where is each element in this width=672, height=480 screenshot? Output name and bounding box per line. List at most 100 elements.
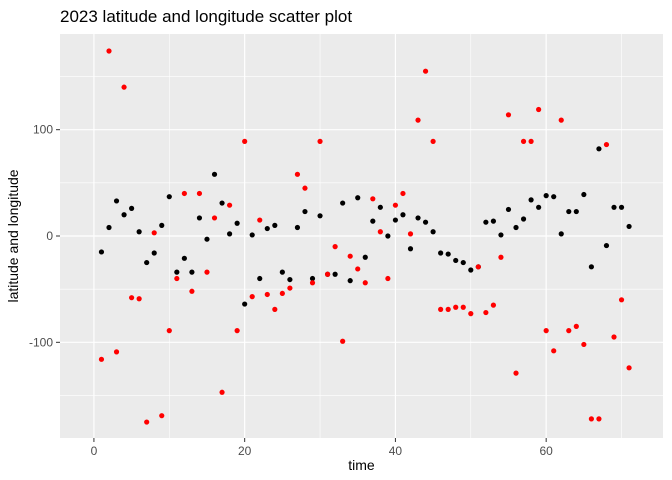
- red-data-point: [106, 48, 112, 54]
- black-data-point: [355, 195, 361, 201]
- black-data-point: [558, 231, 564, 237]
- red-data-point: [166, 328, 172, 334]
- black-data-point: [581, 191, 587, 198]
- x-axis-ticks: 0 20 40 60: [91, 438, 553, 458]
- red-data-point: [234, 328, 240, 334]
- red-data-point: [528, 138, 534, 144]
- black-data-point: [415, 215, 421, 221]
- red-data-point: [596, 416, 602, 422]
- black-data-point: [626, 223, 632, 230]
- red-data-point: [219, 389, 225, 395]
- red-data-point: [279, 290, 285, 297]
- black-data-point: [347, 278, 353, 284]
- red-data-point: [407, 231, 414, 237]
- black-data-point: [159, 222, 165, 228]
- red-data-point: [513, 370, 519, 376]
- red-data-point: [445, 306, 451, 312]
- red-data-point: [603, 141, 610, 148]
- red-data-point: [520, 138, 527, 144]
- black-data-point: [385, 233, 391, 239]
- red-data-point: [242, 138, 248, 144]
- red-data-point: [151, 230, 157, 236]
- red-data-point: [377, 229, 383, 235]
- black-data-point: [603, 242, 610, 249]
- black-data-point: [234, 220, 240, 226]
- black-data-point: [264, 225, 270, 232]
- black-data-point: [528, 197, 534, 203]
- black-data-point: [468, 267, 474, 273]
- black-data-point: [460, 259, 466, 266]
- black-data-point: [257, 275, 263, 282]
- x-tick-label: 40: [389, 444, 403, 458]
- red-data-point: [558, 117, 564, 123]
- black-data-point: [211, 171, 218, 177]
- black-data-point: [332, 271, 338, 277]
- black-data-point: [309, 275, 316, 282]
- black-data-point: [596, 146, 602, 152]
- red-data-point: [611, 334, 617, 340]
- black-data-point: [106, 224, 112, 231]
- red-data-point: [309, 280, 316, 286]
- black-data-point: [113, 198, 120, 204]
- red-data-point: [196, 190, 203, 197]
- red-data-point: [581, 341, 587, 348]
- red-data-point: [385, 275, 391, 282]
- black-data-point: [204, 236, 210, 242]
- black-data-point: [377, 204, 383, 210]
- black-data-point: [98, 249, 105, 255]
- black-data-point: [317, 213, 323, 219]
- black-data-point: [242, 301, 248, 307]
- black-data-point: [520, 216, 527, 222]
- major-gridlines: [60, 34, 663, 438]
- red-data-point: [174, 275, 180, 282]
- red-data-point: [498, 254, 504, 260]
- red-data-point: [272, 306, 278, 312]
- black-data-point: [490, 218, 497, 224]
- black-data-point: [370, 218, 376, 224]
- red-data-point: [144, 419, 150, 425]
- black-data-point: [226, 231, 233, 237]
- red-data-point: [505, 112, 512, 118]
- red-data-point: [430, 138, 436, 144]
- red-data-point: [121, 84, 127, 90]
- red-data-point: [204, 269, 210, 275]
- red-data-point: [98, 356, 105, 362]
- x-tick-label: 20: [238, 444, 252, 458]
- black-data-point: [189, 269, 195, 275]
- red-data-point: [324, 271, 331, 277]
- red-data-point: [566, 328, 572, 334]
- black-data-point: [181, 255, 187, 261]
- red-data-point: [415, 117, 421, 123]
- red-data-point: [340, 338, 346, 344]
- x-axis-title: time: [348, 457, 375, 473]
- red-data-point: [453, 304, 459, 310]
- red-data-point: [475, 264, 481, 270]
- black-data-point: [513, 224, 519, 231]
- red-data-point: [287, 285, 293, 291]
- red-data-point: [468, 311, 474, 317]
- black-data-point: [407, 246, 414, 252]
- black-data-point: [249, 232, 255, 238]
- red-data-point: [588, 416, 594, 422]
- black-data-point: [279, 269, 285, 275]
- red-data-point: [618, 297, 625, 303]
- red-data-point: [347, 253, 353, 259]
- black-data-point: [287, 276, 293, 283]
- black-data-point: [121, 212, 127, 218]
- black-data-point: [294, 224, 301, 231]
- red-data-point: [573, 323, 579, 329]
- data-points: [98, 48, 632, 425]
- black-data-point: [551, 194, 557, 200]
- black-data-point: [543, 193, 549, 199]
- black-data-point: [166, 194, 172, 200]
- red-data-point: [302, 185, 308, 191]
- black-data-point: [362, 254, 368, 260]
- red-data-point: [211, 215, 218, 221]
- red-data-point: [543, 328, 549, 334]
- red-data-point: [370, 196, 376, 202]
- black-data-point: [573, 208, 579, 215]
- black-data-point: [438, 250, 444, 256]
- y-tick-label: -100: [29, 335, 53, 349]
- red-data-point: [460, 304, 466, 310]
- black-data-point: [136, 229, 142, 235]
